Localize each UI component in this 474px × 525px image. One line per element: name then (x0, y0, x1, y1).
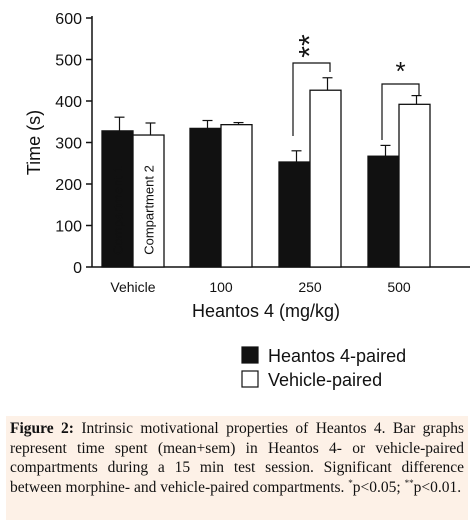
caption-p1-mark: * (348, 477, 353, 488)
bar-vehicle-paired (220, 124, 253, 268)
bar-vehicle-paired (132, 134, 165, 268)
bar-vehicle-paired (309, 89, 342, 268)
x-tick-label: 500 (387, 279, 411, 295)
bar-chart: 0 100 200 300 400 500 600 Time (s) Vehicle 100 250… (24, 11, 470, 390)
significance-bracket (381, 83, 420, 140)
y-tick-label: 500 (55, 53, 82, 70)
legend-label: Vehicle-paired (268, 370, 382, 390)
bar-heantos-paired (189, 127, 222, 268)
caption-label: Figure 2: (10, 420, 74, 437)
legend-swatch (241, 370, 259, 388)
y-tick-label: 100 (55, 219, 82, 236)
significance-marker: ** (293, 34, 326, 58)
x-tick-label: Vehicle (110, 279, 155, 295)
legend-label: Heantos 4-paired (268, 346, 406, 366)
x-axis-title: Heantos 4 (mg/kg) (192, 301, 340, 321)
caption-p2-mark: ** (404, 477, 414, 488)
figure-caption: Figure 2: Intrinsic motivational propert… (6, 416, 468, 520)
bar-inside-label: Compartment 1 (111, 165, 126, 255)
y-tick-label: 0 (73, 260, 82, 277)
bar-vehicle-paired (398, 103, 431, 268)
y-tick-label: 200 (55, 177, 82, 194)
legend-swatch (241, 346, 259, 364)
bar-heantos-paired (278, 161, 311, 268)
y-tick-label: 400 (55, 94, 82, 111)
y-tick-label: 300 (55, 136, 82, 153)
significance-marker: * (395, 56, 405, 86)
x-tick-label: 250 (298, 279, 322, 295)
significance-bracket (292, 62, 331, 136)
bar-inside-label: Compartment 2 (142, 165, 157, 255)
bar-heantos-paired (367, 155, 400, 268)
caption-p1-text: p<0.05; (352, 478, 401, 496)
caption-text: Intrinsic motivational properties of Hea… (10, 420, 464, 496)
caption-p2-text: p<0.01. (413, 478, 462, 496)
y-tick-label: 600 (55, 11, 82, 28)
x-tick-label: 100 (209, 279, 233, 295)
y-axis-title: Time (s) (24, 110, 44, 175)
